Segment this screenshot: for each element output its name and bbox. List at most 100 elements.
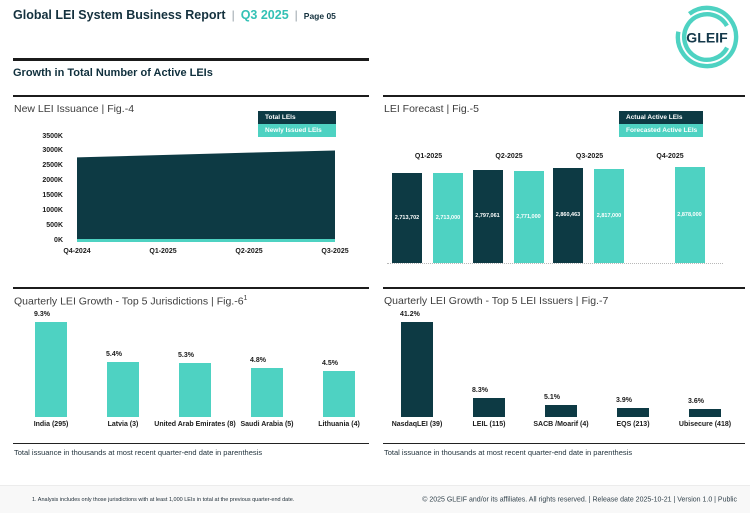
report-period: Q3 2025 [240,8,289,22]
category-label: Ubisecure (418) [678,421,732,428]
bar-actual-active-leis: 2,797,061 [472,169,503,263]
pct-label: 41.2% [400,311,420,318]
bar-value-label: 2,771,000 [516,213,541,220]
legend-label: Forecasted Active LEIs [626,127,698,134]
fig6-title-footnote-marker: 1 [243,295,248,302]
y-tick-label: 3000K [42,147,63,155]
x-tick-label: Q4-2024 [63,248,91,255]
bar-value-label: 2,878,000 [677,212,702,219]
note-rule [13,443,369,444]
pct-label: 5.1% [544,394,560,402]
pct-label: 4.5% [322,360,338,368]
bar-forecasted-active-leis: 2,878,000 [674,167,705,263]
bar-actual-active-leis: 2,860,463 [553,167,583,263]
legend-item-newly-issued: Newly Issued LEIs [258,124,336,137]
panel-rule [383,95,745,97]
bar-value-label: 2,817,000 [596,213,622,220]
bar-forecasted-active-leis: 2,713,000 [433,172,463,263]
fig5-legend: Actual Active LEIs Forecasted Active LEI… [619,111,703,137]
fig7-panel: Quarterly LEI Growth - Top 5 LEI Issuers… [383,287,745,462]
bar-value-label: 2,860,463 [555,212,581,219]
bar-ubisecure-418- [689,408,721,417]
bar-leil-115- [473,397,505,417]
section-title: Growth in Total Number of Active LEIs [13,67,213,79]
quarter-label: Q3-2025 [575,153,604,160]
newly-issued-strip [77,239,335,242]
y-tick-label: 2000K [42,177,63,185]
gleif-logo-text: GLEIF [686,29,728,45]
y-tick-label: 1000K [42,207,63,214]
legend-item-forecast: Forecasted Active LEIs [619,124,703,137]
bar-lithuania-4- [323,371,355,417]
fig7-title: Quarterly LEI Growth - Top 5 LEI Issuers… [384,295,609,307]
pct-label: 4.8% [250,356,266,364]
bar-value-label: 2,797,061 [475,213,500,220]
header-rule [13,58,369,61]
y-tick-label: 3500K [42,132,63,140]
fig6-note: Total issuance in thousands at most rece… [14,448,263,457]
header-separator: | [231,8,235,22]
bar-saudi-arabia-5- [251,367,283,417]
bar-forecasted-active-leis: 2,771,000 [513,170,544,263]
bar-eqs-213- [617,408,649,417]
gleif-logo-icon: GLEIF [675,5,739,69]
category-label: LEIL (115) [472,421,506,428]
panel-rule [13,95,369,97]
fig4-title: New LEI Issuance | Fig.-4 [14,103,135,115]
bar-value-label: 2,713,702 [394,214,420,221]
page-number: Page 05 [303,11,336,21]
fig4-panel: New LEI Issuance | Fig.-4 Total LEIs New… [13,95,369,285]
legend-label: Actual Active LEIs [626,114,683,121]
legend-label: Newly Issued LEIs [265,127,322,134]
bar-latvia-3- [107,361,139,417]
y-tick-label: 1500K [42,192,63,200]
x-tick-label: Q1-2025 [149,248,177,255]
bar-sacb-moarif-4- [545,405,577,417]
note-rule [383,443,745,444]
pct-label: 8.3% [472,386,488,394]
fig5-title: LEI Forecast | Fig.-5 [384,103,479,115]
panel-rule [383,287,745,289]
bar-actual-active-leis: 2,713,702 [392,172,422,263]
y-tick-label: 0K [54,236,63,244]
pct-label: 3.6% [688,397,704,405]
bar-forecasted-active-leis: 2,817,000 [594,169,624,263]
bar-united-arab-emirates-8- [179,362,211,417]
category-label: Saudi Arabia (5) [240,421,294,428]
fig6-title: Quarterly LEI Growth - Top 5 Jurisdictio… [14,295,247,308]
panel-rule [13,287,369,289]
quarter-label: Q4-2025 [656,153,684,160]
quarter-label: Q2-2025 [495,153,523,160]
pct-label: 5.3% [178,351,194,359]
x-tick-label: Q2-2025 [235,248,263,255]
y-tick-label: 2500K [42,162,63,170]
bar-nasdaqlei-39- [401,322,433,417]
category-label: Lithuania (4) [318,421,360,428]
pct-label: 5.4% [106,350,122,358]
baseline [387,263,723,264]
category-label: NasdaqLEI (39) [391,421,443,428]
bar-value-label: 2,713,000 [435,214,461,221]
fig6-title-text: Quarterly LEI Growth - Top 5 Jurisdictio… [14,295,244,308]
fig4-area-chart [77,137,335,242]
legend-item-actual: Actual Active LEIs [619,111,703,124]
fig6-panel: Quarterly LEI Growth - Top 5 Jurisdictio… [13,287,369,462]
x-tick-label: Q3-2025 [321,248,349,255]
pct-label: 9.3% [34,311,50,318]
category-label: India (295) [33,421,69,428]
quarter-label: Q1-2025 [414,153,443,160]
copyright-text: © 2025 GLEIF and/or its affiliates. All … [422,496,737,503]
legend-item-total-leis: Total LEIs [258,111,336,124]
analysis-footnote: 1. Analysis includes only those jurisdic… [32,496,295,503]
header-separator: | [294,8,298,22]
y-tick-label: 500K [46,221,63,229]
bar-india-295- [35,322,67,417]
category-label: SACB /Moarif (4) [533,421,589,428]
pct-label: 3.9% [616,397,632,404]
category-label: Latvia (3) [107,421,139,428]
page-footer: 1. Analysis includes only those jurisdic… [0,485,750,513]
category-label: EQS (213) [616,421,650,428]
fig5-panel: LEI Forecast | Fig.-5 Actual Active LEIs… [383,95,745,285]
total-leis-area [77,150,335,242]
report-header: Global LEI System Business Report | Q3 2… [13,8,336,22]
